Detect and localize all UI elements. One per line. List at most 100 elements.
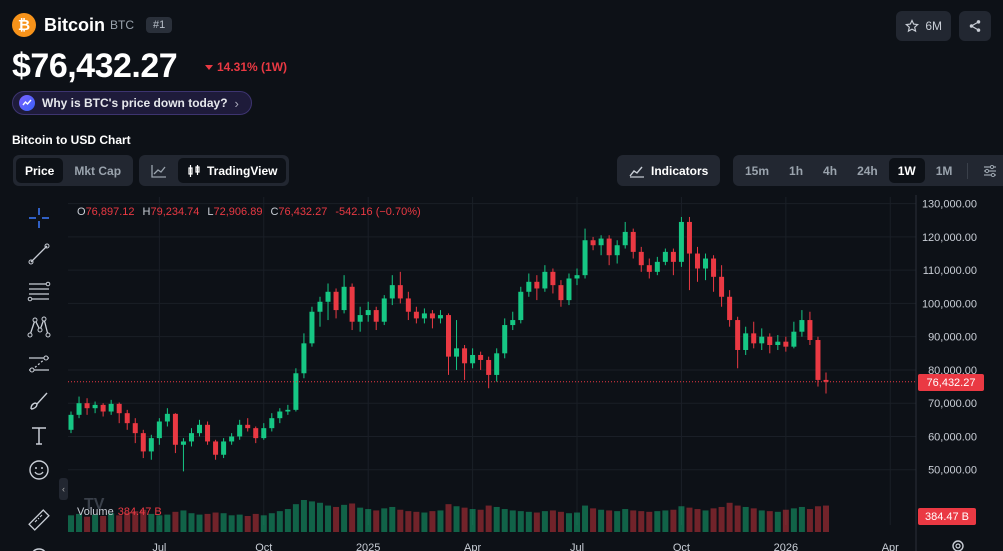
candle-body [333,291,339,311]
tradingview-button[interactable]: TradingView [178,158,287,183]
line-chart-button[interactable] [142,158,176,183]
text-tool-icon[interactable] [26,422,52,448]
volume-bar [525,511,532,532]
candle [783,336,789,352]
chart-type-toggle: Price Mkt Cap [13,155,134,186]
x-tick-label: 2026 [774,542,798,551]
emoji-tool-icon[interactable] [26,457,52,483]
candle-body [76,403,82,415]
tab-price[interactable]: Price [16,158,64,183]
candle-body [365,310,371,316]
candle-body [630,231,636,252]
candle [293,368,299,412]
volume-bar [622,509,629,532]
why-price-down-link[interactable]: Why is BTC's price down today? › [12,91,252,115]
candle-body [156,421,162,439]
candle-body [807,320,813,341]
ohlc-change: -542.16 (−0.70%) [335,206,421,218]
gear-icon[interactable] [950,538,966,551]
volume-bar [413,511,420,532]
candle-body [285,409,291,412]
why-price-down-label: Why is BTC's price down today? [42,96,228,110]
indicators-group: Indicators [617,155,721,186]
candle [494,348,500,382]
candle-body [349,286,355,322]
candle-body [743,333,749,350]
interval-15m[interactable]: 15m [745,163,770,178]
volume-bar [405,511,412,532]
volume-bar [557,511,564,532]
pattern-tool-icon[interactable] [26,314,52,340]
volume-bar [574,512,581,532]
prediction-tool-icon[interactable] [26,351,52,377]
volume-value: 384.47 B [117,506,162,518]
ruler-tool-icon[interactable] [26,507,52,533]
candle [566,273,572,306]
tab-mkt-cap[interactable]: Mkt Cap [74,163,122,178]
candle [454,320,460,370]
fib-retracement-tool-icon[interactable] [26,278,52,304]
interval-24h[interactable]: 24h [857,163,878,178]
candle [164,408,170,427]
candle [148,434,154,460]
brush-tool-icon[interactable] [26,388,52,414]
volume-bar [469,509,476,532]
volume-bar [638,511,645,532]
volume-bar [381,508,388,532]
candle-body [116,403,122,414]
candle-body [100,404,106,412]
interval-1m[interactable]: 1M [935,163,953,178]
x-tick-label: Apr [882,542,899,551]
share-button[interactable] [959,11,991,41]
candle [678,216,684,267]
candle [221,438,227,459]
candle-body [124,413,130,424]
candle-body [381,298,387,322]
collapse-toolbar-button[interactable]: ‹ [59,478,68,500]
candle [245,418,251,432]
candle-body [253,428,259,439]
candle-body [767,336,773,345]
candle-body [478,354,484,360]
interval-4h[interactable]: 4h [823,163,838,178]
current-price: $76,432.27 [12,47,178,85]
magnet-tool-icon[interactable] [26,540,52,551]
candle [598,235,604,256]
candle [446,313,451,375]
rank-badge: #1 [146,17,173,33]
candle-body [221,441,227,455]
interval-1w[interactable]: 1W [888,158,925,183]
candle [405,291,411,321]
candle-body [261,428,267,439]
volume-bar [726,502,733,532]
chart-settings-button[interactable] [974,158,1003,183]
candle-body [172,413,178,445]
candle [172,413,178,454]
candle-body [574,275,580,279]
trend-line-tool-icon[interactable] [26,241,52,267]
candle-body [735,320,741,350]
candle-body [397,285,403,299]
candle [68,411,74,434]
watchlist-button[interactable]: 6M [896,11,951,41]
interval-1h[interactable]: 1h [789,163,804,178]
candle [694,246,700,282]
candle-body [462,348,468,364]
volume-bar [606,510,613,532]
indicators-button[interactable]: Indicators [620,158,717,183]
x-tick-label: Oct [255,542,272,551]
candle [743,326,749,355]
tradingview-label: TradingView [207,163,278,178]
candle-body [686,221,692,254]
candle [333,288,339,319]
volume-bar [421,512,428,532]
candle [590,236,596,251]
candle-body [622,231,628,246]
volume-bar [349,503,356,532]
x-tick-label: Jul [152,542,166,551]
candle [799,310,805,337]
crosshair-tool-icon[interactable] [26,205,52,231]
volume-bar [236,514,243,532]
volume-bar [429,511,436,532]
